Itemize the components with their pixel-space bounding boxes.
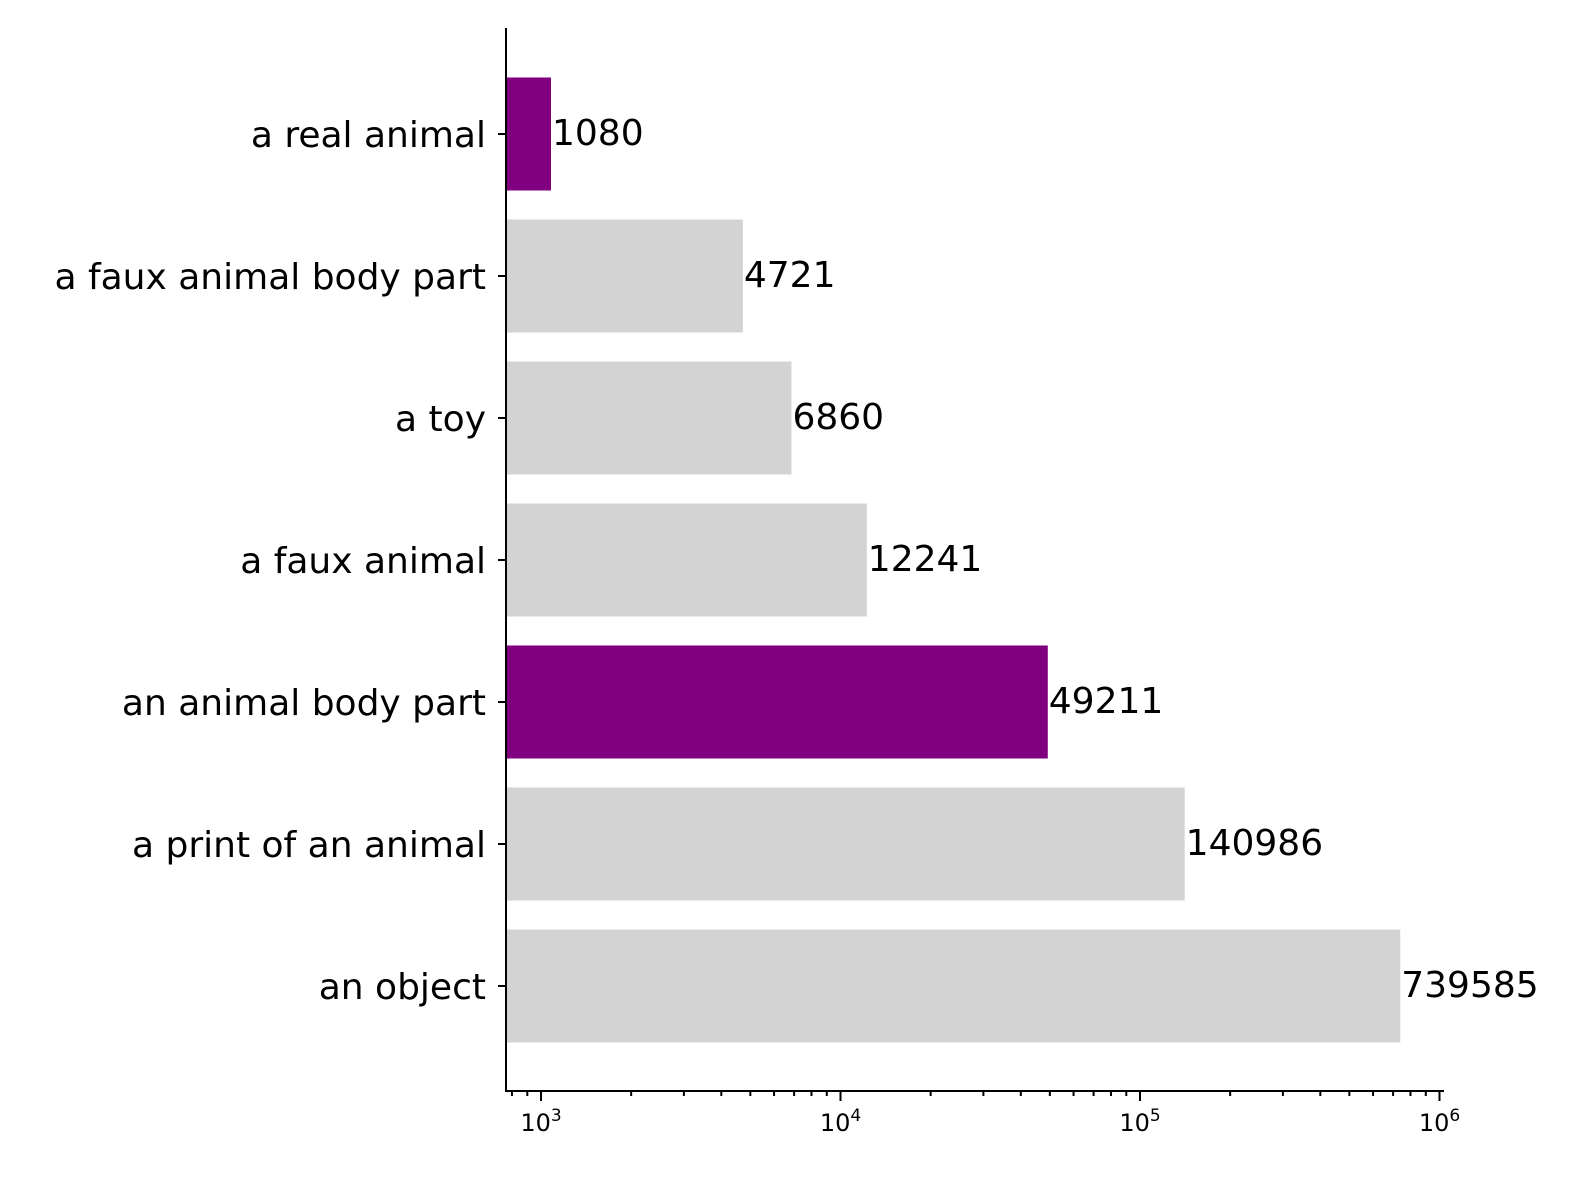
bar xyxy=(506,645,1048,759)
x-tick-label: 103 xyxy=(520,1106,561,1137)
labels-group: a real animal 1080 a faux animal body part… xyxy=(54,113,1538,1137)
bar xyxy=(506,219,743,333)
bar xyxy=(506,77,552,191)
category-label: an object xyxy=(319,967,486,1008)
value-label: 739585 xyxy=(1401,965,1538,1006)
category-label: a real animal xyxy=(251,115,486,156)
value-label: 4721 xyxy=(744,255,836,296)
category-label: a faux animal body part xyxy=(54,257,486,298)
x-tick-label: 104 xyxy=(820,1106,861,1137)
bar xyxy=(506,503,867,617)
value-label: 140986 xyxy=(1186,823,1323,864)
bar xyxy=(506,361,792,475)
value-label: 49211 xyxy=(1049,681,1164,722)
category-label: a toy xyxy=(395,399,486,440)
bar xyxy=(506,929,1401,1043)
category-label: a print of an animal xyxy=(132,825,486,866)
value-label: 12241 xyxy=(868,539,983,580)
value-label: 6860 xyxy=(792,397,884,438)
bars-group xyxy=(506,77,1401,1043)
x-axis-ticks xyxy=(498,133,1441,1101)
bar xyxy=(506,787,1185,901)
category-label: an animal body part xyxy=(122,683,486,724)
category-label: a faux animal xyxy=(240,541,486,582)
value-label: 1080 xyxy=(552,113,644,154)
x-tick-label: 106 xyxy=(1419,1106,1460,1137)
x-tick-label: 105 xyxy=(1119,1106,1160,1137)
